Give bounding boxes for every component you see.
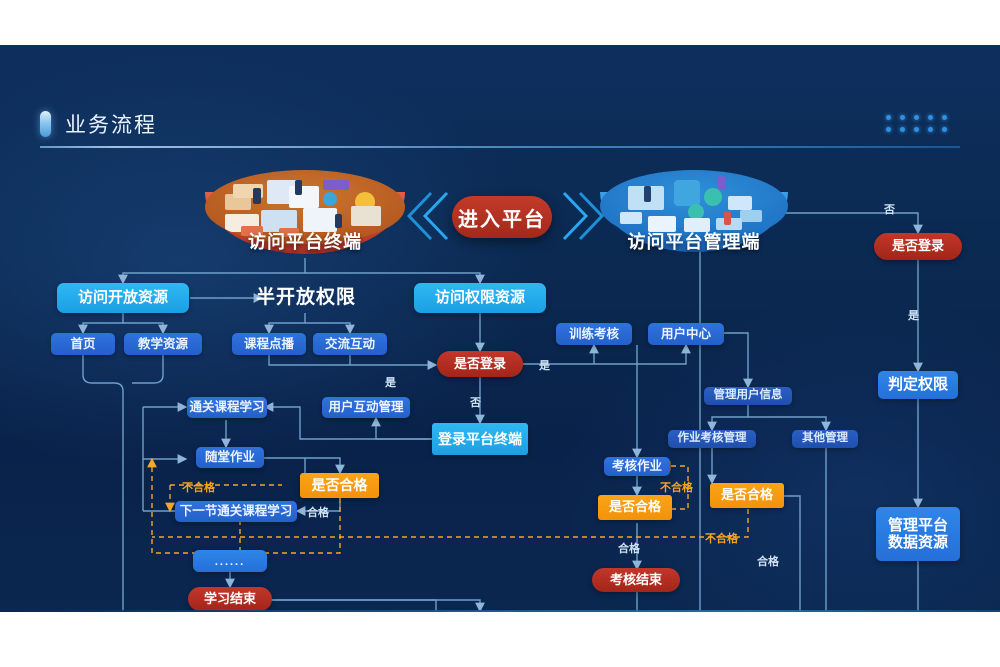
node-course-vod[interactable]: 课程点播 (232, 333, 306, 355)
node-label: 训练考核 (568, 326, 619, 341)
edge-label-no-mid-login: 否 (470, 397, 481, 409)
node-auth-resource[interactable]: 访问权限资源 (414, 283, 546, 313)
edge-label-no-right-login: 否 (884, 204, 895, 216)
node-label: 半开放权限 (256, 287, 357, 309)
node-training-exam[interactable]: 训练考核 (556, 323, 632, 345)
node-label: 是否登录 (453, 355, 506, 371)
node-home[interactable]: 首页 (51, 333, 115, 355)
node-semi-open-permission: 半开放权限 (256, 283, 355, 313)
node-exam-homework[interactable]: 考核作业 (604, 457, 670, 476)
node-exam-end[interactable]: 考核结束 (592, 568, 680, 592)
node-pass-course-study[interactable]: 通关课程学习 (187, 397, 267, 418)
node-teaching-resource[interactable]: 教学资源 (124, 333, 202, 355)
chevron-left-icon (405, 190, 451, 242)
enter-platform-label: 进入平台 (458, 208, 546, 231)
node-label: 用户中心 (660, 326, 711, 341)
node-next-pass-course[interactable]: 下一节通关课程学习 (175, 501, 297, 522)
node-label: 是否合格 (720, 487, 773, 503)
platform-terminal-label: 访问平台终端 (248, 232, 362, 252)
node-label: 登录平台终端 (438, 430, 522, 447)
node-qualified-check-right[interactable]: 是否合格 (710, 483, 784, 508)
node-login-check-middle[interactable]: 是否登录 (437, 351, 523, 377)
platform-admin-label: 访问平台管理端 (627, 232, 761, 252)
node-user-interaction-management[interactable]: 用户互动管理 (322, 397, 410, 418)
node-label: 学习结束 (203, 590, 256, 606)
node-label: 课程点播 (243, 336, 294, 351)
panel-header: 业务流程 (40, 109, 157, 139)
node-qualified-check-middle[interactable]: 是否合格 (598, 495, 672, 520)
edge-label-qualified-left: 合格 (307, 507, 329, 519)
node-label: 教学资源 (137, 336, 188, 351)
node-login-check-right[interactable]: 是否登录 (874, 233, 962, 260)
node-label: 下一节通关课程学习 (179, 504, 293, 519)
dot-grid-decoration (886, 115, 958, 139)
node-label: 作业考核管理 (677, 432, 747, 445)
node-label: 通关课程学习 (189, 400, 265, 415)
node-label: 管理用户信息 (713, 389, 783, 402)
node-label: ...... (214, 556, 246, 569)
disc-top (205, 170, 405, 244)
node-qualified-check-left[interactable]: 是否合格 (300, 473, 379, 498)
edge-label-qualified-right: 合格 (757, 556, 779, 568)
node-label: 用户互动管理 (328, 400, 404, 415)
node-label-line2: 数据资源 (887, 534, 948, 551)
business-flow-panel: 业务流程 (0, 45, 1000, 612)
node-label: 是否合格 (311, 477, 368, 494)
edge-label-yes-to-judge: 是 (908, 310, 919, 322)
node-interaction[interactable]: 交流互动 (313, 333, 387, 355)
node-classroom-homework[interactable]: 随堂作业 (196, 447, 264, 468)
platform-terminal-disc[interactable]: 访问平台终端 (205, 170, 405, 260)
enter-platform-button[interactable]: 进入平台 (452, 196, 552, 238)
node-label: 首页 (70, 336, 96, 351)
node-manage-platform-data[interactable]: 管理平台 数据资源 (876, 507, 960, 561)
chevron-right-icon (560, 190, 606, 242)
node-label: 访问开放资源 (77, 289, 168, 307)
node-label: 判定权限 (887, 376, 948, 394)
node-login-platform-terminal[interactable]: 登录平台终端 (432, 423, 528, 455)
edge-label-qualified-middle: 合格 (618, 543, 640, 555)
node-label: 考核结束 (609, 571, 662, 587)
node-homework-exam-management[interactable]: 作业考核管理 (668, 430, 756, 448)
edge-label-unqualified-right: 不合格 (705, 533, 738, 545)
node-open-resource[interactable]: 访问开放资源 (57, 283, 189, 313)
node-label: 交流互动 (324, 336, 375, 351)
platform-admin-disc[interactable]: 访问平台管理端 (600, 170, 788, 258)
node-label: 访问权限资源 (434, 289, 525, 307)
node-user-center[interactable]: 用户中心 (648, 323, 724, 345)
edge-label-unqualified-left: 不合格 (182, 482, 215, 494)
edge-label-unqualified-middle: 不合格 (660, 482, 693, 494)
node-label: 随堂作业 (204, 450, 255, 465)
node-study-end[interactable]: 学习结束 (188, 587, 272, 611)
node-label: 其他管理 (802, 432, 848, 445)
edge-label-yes-mid-login: 是 (539, 360, 550, 372)
node-ellipsis[interactable]: ...... (193, 550, 267, 572)
node-label: 是否合格 (608, 499, 661, 515)
header-divider (40, 146, 960, 148)
node-manage-user-info[interactable]: 管理用户信息 (704, 387, 792, 405)
pill-icon (40, 111, 51, 137)
node-exit-platform[interactable]: 退出平台 (437, 611, 523, 612)
page-title: 业务流程 (65, 114, 157, 137)
edge-label-yes-to-interaction: 是 (385, 377, 396, 389)
node-other-management[interactable]: 其他管理 (792, 430, 858, 448)
node-label-line1: 管理平台 (887, 516, 948, 534)
node-judge-permission[interactable]: 判定权限 (878, 371, 958, 399)
node-label: 考核作业 (611, 459, 662, 474)
node-label: 是否登录 (891, 238, 944, 254)
disc-top (600, 170, 788, 242)
